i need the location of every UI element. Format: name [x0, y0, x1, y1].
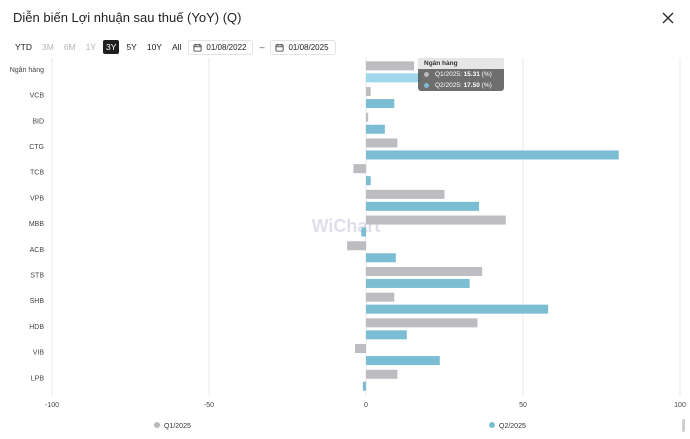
- category-label: ACB: [30, 247, 45, 254]
- category-label: MBB: [29, 221, 45, 228]
- x-tick-label: -50: [204, 402, 214, 409]
- category-label: BID: [32, 118, 44, 125]
- x-tick-label: 100: [674, 402, 686, 409]
- bar-q2-lpb[interactable]: [362, 381, 366, 391]
- tooltip-title: Ngân hàng: [418, 58, 504, 69]
- category-label: TCB: [30, 170, 44, 177]
- category-label: CTG: [29, 144, 44, 151]
- x-tick-label: 50: [519, 402, 527, 409]
- tooltip-value: 17.50: [463, 82, 480, 89]
- date-from-value: 01/08/2022: [206, 42, 247, 52]
- legend-label-q2[interactable]: Q2/2025: [499, 423, 526, 430]
- category-label: Ngân hàng: [10, 67, 44, 74]
- legend-marker-q2: [489, 422, 495, 428]
- tooltip-dot-q1: [424, 72, 429, 77]
- tooltip-unit: (%): [481, 71, 492, 78]
- tooltip: Ngân hàng Q1/2025: 15.31 (%) Q2/2025: 17…: [418, 58, 504, 91]
- bar-q1-lpb[interactable]: [366, 369, 398, 379]
- tooltip-dot-q2: [424, 83, 429, 88]
- toolbar: YTD 3M 6M 1Y 3Y 5Y 10Y All 01/08/2022 – …: [12, 39, 336, 55]
- bar-q2-ngân-hàng[interactable]: [366, 73, 421, 83]
- bar-q2-stb[interactable]: [366, 278, 470, 288]
- tooltip-value: 15.31: [463, 71, 480, 78]
- x-tick-label: 0: [364, 402, 368, 409]
- range-button-ytd[interactable]: YTD: [15, 42, 32, 52]
- bar-q1-stb[interactable]: [366, 266, 483, 276]
- category-label: HDB: [29, 324, 44, 331]
- tooltip-series: Q2/2025: [435, 82, 460, 89]
- bar-q1-bid[interactable]: [366, 112, 369, 122]
- date-to-value: 01/08/2025: [288, 42, 329, 52]
- range-button-10y[interactable]: 10Y: [146, 42, 162, 52]
- bar-q1-vcb[interactable]: [366, 87, 371, 97]
- bar-q2-mbb[interactable]: [361, 227, 366, 237]
- category-label: VIB: [33, 350, 45, 357]
- bar-q1-acb[interactable]: [347, 241, 366, 251]
- bar-q2-bid[interactable]: [366, 124, 385, 134]
- range-button-3y[interactable]: 3Y: [103, 40, 120, 54]
- range-button-3m[interactable]: 3M: [42, 42, 54, 52]
- date-from-picker[interactable]: 01/08/2022: [188, 39, 254, 55]
- range-button-all[interactable]: All: [171, 42, 182, 52]
- category-label: VPB: [30, 195, 44, 202]
- bar-q2-shb[interactable]: [366, 304, 549, 314]
- date-separator: –: [259, 42, 265, 52]
- bar-q2-vcb[interactable]: [366, 99, 395, 109]
- bar-q1-vib[interactable]: [355, 344, 366, 354]
- bar-q1-hdb[interactable]: [366, 318, 478, 328]
- bar-q1-mbb[interactable]: [366, 215, 506, 225]
- calendar-icon: [193, 43, 202, 52]
- bar-q2-tcb[interactable]: [366, 176, 371, 186]
- bar-q2-hdb[interactable]: [366, 330, 407, 340]
- category-label: VCB: [30, 93, 45, 100]
- category-label: SHB: [30, 298, 45, 305]
- tooltip-row: Q1/2025: 15.31 (%): [418, 69, 504, 80]
- close-icon[interactable]: [660, 10, 676, 26]
- category-label: STB: [30, 272, 44, 279]
- category-label: LPB: [31, 375, 45, 382]
- calendar-icon: [275, 43, 284, 52]
- legend-label-q1[interactable]: Q1/2025: [164, 423, 191, 430]
- range-button-5y[interactable]: 5Y: [126, 42, 137, 52]
- tooltip-unit: (%): [481, 82, 492, 89]
- bar-q2-vib[interactable]: [366, 356, 440, 366]
- tooltip-row: Q2/2025: 17.50 (%): [418, 80, 504, 91]
- tooltip-series: Q1/2025: [435, 71, 460, 78]
- page-title: Diễn biến Lợi nhuận sau thuế (YoY) (Q): [13, 10, 242, 25]
- bar-q2-ctg[interactable]: [366, 150, 619, 160]
- bar-q2-acb[interactable]: [366, 253, 396, 263]
- bar-q1-ctg[interactable]: [366, 138, 398, 148]
- date-to-picker[interactable]: 01/08/2025: [270, 39, 336, 55]
- legend-marker-q1: [154, 422, 160, 428]
- bar-q1-ngân-hàng[interactable]: [366, 61, 415, 71]
- bar-q2-vpb[interactable]: [366, 201, 480, 211]
- bar-q1-shb[interactable]: [366, 292, 395, 302]
- bar-q1-vpb[interactable]: [366, 189, 445, 199]
- scrollbar[interactable]: [682, 419, 685, 432]
- x-tick-label: -100: [45, 402, 59, 409]
- range-button-6m[interactable]: 6M: [63, 42, 76, 52]
- range-button-1y[interactable]: 1Y: [85, 42, 97, 52]
- bar-q1-tcb[interactable]: [353, 164, 366, 174]
